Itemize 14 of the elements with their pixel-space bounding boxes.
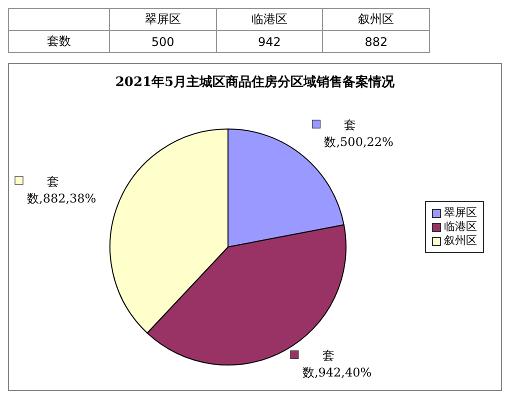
text: 套数,882,38% [27,174,96,206]
category-label: 临港区 [216,8,323,30]
legend-label: 叙州区 [444,234,477,248]
legend-label: 翠屏区 [444,206,477,220]
data-label: 942 [216,30,323,52]
chart-title: 2021年5月主城区商品住房分区域销售备案情况 [115,74,396,90]
category-label: 叙州区 [322,8,430,30]
text: 套数 [8,30,110,52]
text: 套数,500,22% [324,118,394,150]
legend-label: 临港区 [444,220,477,234]
data-label: 500 [110,30,216,52]
category-label: 翠屏区 [110,8,216,30]
data-label: 882 [322,30,430,52]
text: 套数,942,40% [302,348,372,380]
